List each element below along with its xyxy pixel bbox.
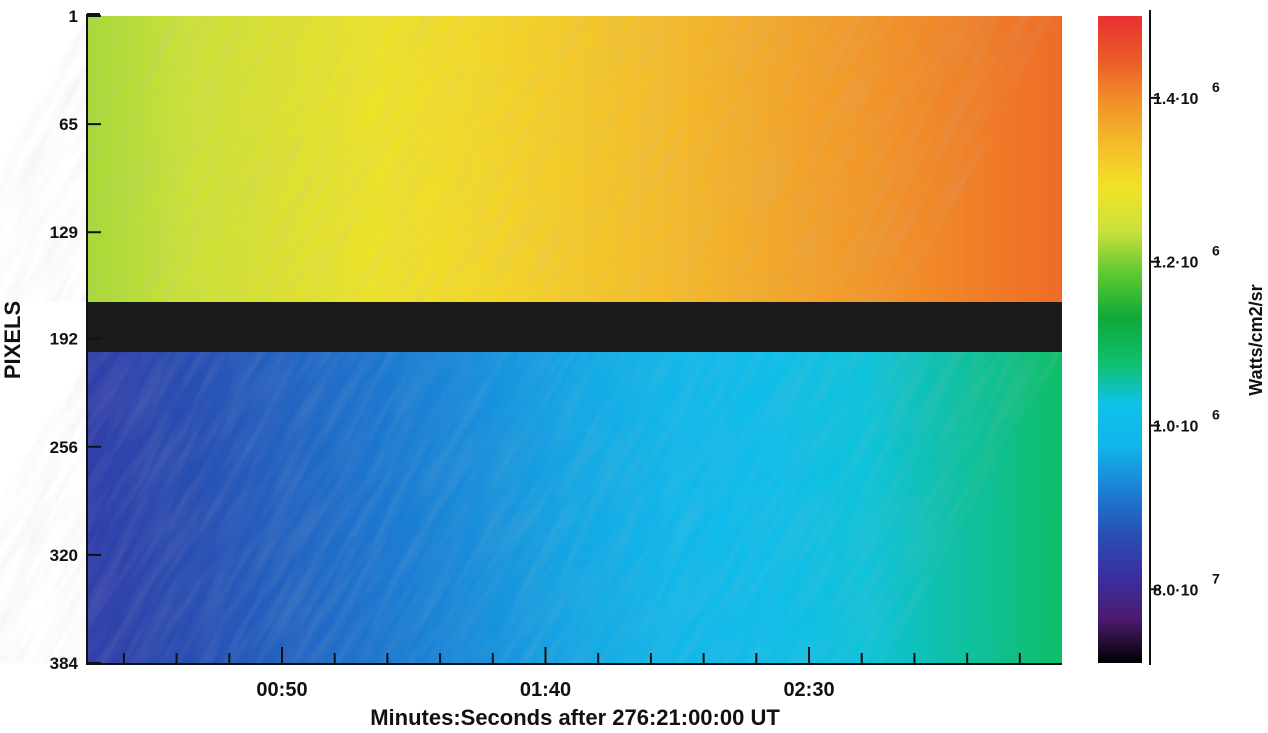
y-axis-title: PIXELS — [0, 301, 25, 379]
y-axis-ticks: 1 65 129 192 256 320 384 — [50, 7, 101, 673]
data-gap-band — [87, 302, 1062, 352]
y-tick-label: 384 — [50, 654, 79, 673]
colorbar-tick-exponent: 7 — [1212, 570, 1220, 586]
streak-texture-lower — [0, 352, 1062, 663]
colorbar-tick-exponent: 6 — [1212, 406, 1220, 422]
colorbar: 1.4·10 6 1.2·10 6 1.0·10 6 8.0·10 7 Watts/cm2/s… — [1098, 10, 1266, 665]
x-tick-label: 02:30 — [783, 679, 834, 701]
heatmap-plot — [0, 16, 1062, 663]
streak-texture-upper — [0, 16, 1062, 302]
x-tick-label: 01:40 — [520, 679, 571, 701]
colorbar-ticks: 1.4·10 6 1.2·10 6 1.0·10 6 8.0·10 7 — [1150, 79, 1220, 599]
colorbar-tick-label: 8.0·10 — [1153, 582, 1198, 599]
x-axis-ticks: 00:50 01:40 02:30 — [122, 647, 1021, 701]
x-tick-label: 00:50 — [256, 679, 307, 701]
y-tick-label: 65 — [59, 115, 78, 134]
y-tick-label: 320 — [50, 546, 78, 565]
colorbar-tick-exponent: 6 — [1212, 79, 1220, 95]
y-tick-label: 1 — [69, 7, 78, 26]
colorbar-tick-label: 1.4·10 — [1153, 91, 1198, 108]
colorbar-tick-label: 1.0·10 — [1153, 418, 1198, 435]
colorbar-tick-exponent: 6 — [1212, 243, 1220, 259]
y-tick-label: 192 — [50, 330, 78, 349]
x-axis-title: Minutes:Seconds after 276:21:00:00 UT — [370, 705, 780, 730]
colorbar-tick-label: 1.2·10 — [1153, 255, 1198, 272]
colorbar-title: Watts/cm2/sr — [1246, 284, 1266, 395]
y-tick-label: 256 — [50, 438, 78, 457]
y-tick-label: 129 — [50, 223, 78, 242]
colorbar-gradient — [1098, 16, 1142, 663]
